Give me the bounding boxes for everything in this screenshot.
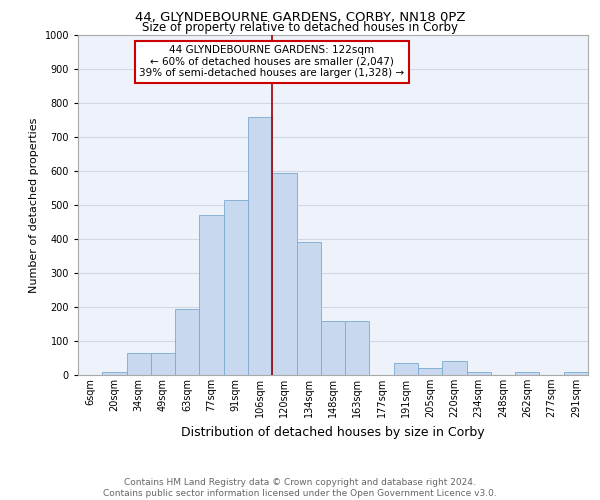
Y-axis label: Number of detached properties: Number of detached properties: [29, 118, 39, 292]
Bar: [515, 372, 539, 375]
Bar: [199, 215, 224, 375]
Bar: [224, 200, 248, 375]
Text: Contains HM Land Registry data © Crown copyright and database right 2024.
Contai: Contains HM Land Registry data © Crown c…: [103, 478, 497, 498]
Bar: [564, 372, 588, 375]
Bar: [442, 360, 467, 375]
Bar: [418, 368, 442, 375]
Bar: [175, 308, 199, 375]
Bar: [151, 353, 175, 375]
Bar: [127, 353, 151, 375]
Text: 44 GLYNDEBOURNE GARDENS: 122sqm
← 60% of detached houses are smaller (2,047)
39%: 44 GLYNDEBOURNE GARDENS: 122sqm ← 60% of…: [139, 45, 404, 78]
Bar: [102, 372, 127, 375]
Bar: [345, 320, 370, 375]
Text: Size of property relative to detached houses in Corby: Size of property relative to detached ho…: [142, 21, 458, 34]
Bar: [296, 242, 321, 375]
X-axis label: Distribution of detached houses by size in Corby: Distribution of detached houses by size …: [181, 426, 485, 438]
Bar: [248, 116, 272, 375]
Bar: [321, 320, 345, 375]
Text: 44, GLYNDEBOURNE GARDENS, CORBY, NN18 0PZ: 44, GLYNDEBOURNE GARDENS, CORBY, NN18 0P…: [135, 11, 465, 24]
Bar: [467, 372, 491, 375]
Bar: [272, 172, 296, 375]
Bar: [394, 363, 418, 375]
